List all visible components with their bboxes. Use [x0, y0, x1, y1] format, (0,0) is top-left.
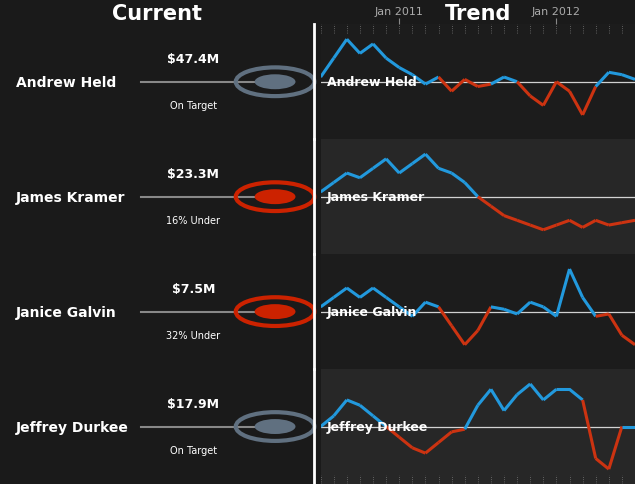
Text: Andrew Held: Andrew Held: [327, 76, 417, 89]
Text: 32% Under: 32% Under: [166, 330, 220, 340]
Text: Current: Current: [112, 4, 202, 24]
Text: $17.9M: $17.9M: [168, 397, 219, 410]
Text: On Target: On Target: [170, 445, 217, 454]
Text: Jeffrey Durkee: Jeffrey Durkee: [327, 420, 428, 433]
Circle shape: [255, 75, 295, 90]
Text: Jeffrey Durkee: Jeffrey Durkee: [16, 420, 129, 434]
Text: $23.3M: $23.3M: [168, 168, 219, 181]
Text: Janice Galvin: Janice Galvin: [16, 305, 116, 319]
Text: Trend: Trend: [444, 4, 511, 24]
Text: James Kramer: James Kramer: [16, 190, 125, 204]
Circle shape: [255, 304, 295, 319]
Text: Andrew Held: Andrew Held: [16, 76, 116, 90]
Text: Janice Galvin: Janice Galvin: [327, 305, 417, 318]
Circle shape: [255, 190, 295, 205]
Text: $7.5M: $7.5M: [171, 283, 215, 296]
Circle shape: [255, 419, 295, 434]
Text: 16% Under: 16% Under: [166, 215, 220, 225]
Text: James Kramer: James Kramer: [327, 191, 425, 204]
Text: On Target: On Target: [170, 101, 217, 110]
Text: $47.4M: $47.4M: [167, 53, 219, 66]
